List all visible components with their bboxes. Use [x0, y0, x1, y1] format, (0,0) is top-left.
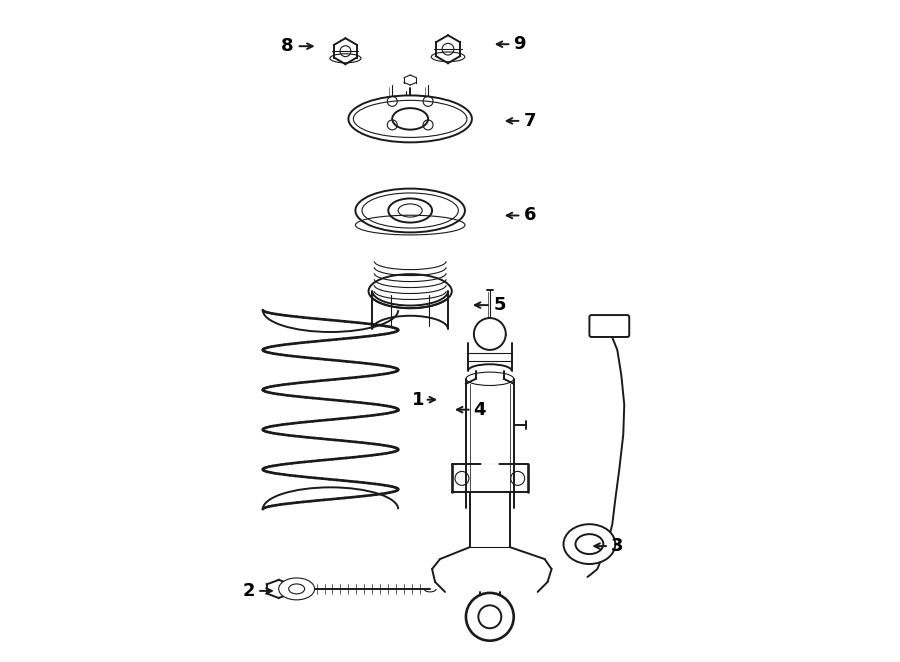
Ellipse shape	[348, 95, 472, 142]
Text: 7: 7	[524, 112, 536, 130]
Text: 6: 6	[524, 207, 536, 224]
Text: 8: 8	[282, 37, 294, 55]
Ellipse shape	[563, 524, 616, 564]
Text: 2: 2	[243, 582, 255, 600]
Text: 3: 3	[611, 537, 624, 555]
Text: 5: 5	[493, 296, 506, 314]
Text: 9: 9	[514, 35, 526, 53]
Circle shape	[466, 593, 514, 641]
Text: 1: 1	[412, 391, 425, 408]
Ellipse shape	[356, 189, 465, 232]
Text: 4: 4	[473, 401, 486, 418]
Ellipse shape	[279, 578, 315, 600]
FancyBboxPatch shape	[590, 315, 629, 337]
Circle shape	[474, 318, 506, 350]
